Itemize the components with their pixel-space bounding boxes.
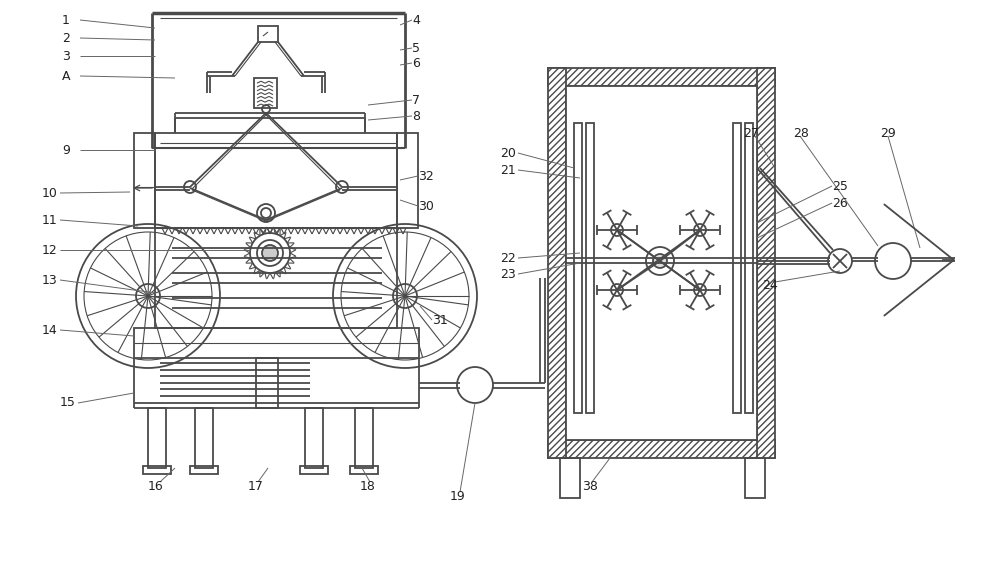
Text: 18: 18 [360, 479, 376, 492]
Bar [574, 123, 582, 413]
Circle shape [261, 208, 271, 218]
Bar [397, 133, 418, 228]
Text: 2: 2 [62, 31, 70, 44]
Text: 19: 19 [450, 490, 466, 503]
Text: 6: 6 [412, 56, 420, 69]
Bar [300, 466, 328, 474]
Text: 8: 8 [412, 110, 420, 123]
Bar [256, 358, 278, 408]
Text: 13: 13 [42, 274, 58, 286]
Bar [195, 408, 213, 468]
Text: 17: 17 [248, 479, 264, 492]
Text: 26: 26 [832, 197, 848, 210]
Text: 1: 1 [62, 14, 70, 27]
Text: 15: 15 [60, 396, 76, 410]
Text: 28: 28 [793, 127, 809, 140]
Bar [745, 123, 753, 413]
Text: 25: 25 [832, 179, 848, 193]
Bar [560, 458, 580, 498]
Bar [350, 466, 378, 474]
Bar [258, 26, 278, 42]
Text: 14: 14 [42, 324, 58, 336]
Text: 10: 10 [42, 186, 58, 199]
Bar [355, 408, 373, 468]
Text: 11: 11 [42, 214, 58, 227]
Text: 20: 20 [500, 147, 516, 160]
Text: 23: 23 [500, 268, 516, 281]
Bar [190, 466, 218, 474]
Bar [586, 123, 594, 413]
Text: A: A [62, 69, 71, 82]
Bar [566, 86, 757, 440]
Text: 31: 31 [432, 314, 448, 327]
Bar [305, 408, 323, 468]
Circle shape [262, 245, 278, 261]
Text: 21: 21 [500, 164, 516, 177]
Text: 27: 27 [743, 127, 759, 140]
Text: 3: 3 [62, 49, 70, 62]
Bar [548, 68, 566, 458]
Bar [254, 78, 277, 108]
Bar [134, 133, 155, 228]
Circle shape [653, 254, 667, 268]
Bar [155, 133, 397, 228]
Bar [745, 458, 765, 498]
Bar [733, 123, 741, 413]
Text: 30: 30 [418, 199, 434, 212]
Text: 16: 16 [148, 479, 164, 492]
Text: 9: 9 [62, 144, 70, 157]
Text: 12: 12 [42, 244, 58, 257]
Bar [548, 440, 775, 458]
Bar [155, 228, 397, 328]
Text: 24: 24 [762, 278, 778, 291]
Bar [143, 466, 171, 474]
Bar [134, 328, 419, 358]
Text: 38: 38 [582, 479, 598, 492]
Text: 22: 22 [500, 252, 516, 265]
Text: 5: 5 [412, 41, 420, 55]
Bar [548, 68, 775, 86]
Text: 7: 7 [412, 94, 420, 107]
Bar [148, 408, 166, 468]
Text: 4: 4 [412, 14, 420, 27]
Bar [757, 68, 775, 458]
Text: 32: 32 [418, 169, 434, 182]
Text: 29: 29 [880, 127, 896, 140]
